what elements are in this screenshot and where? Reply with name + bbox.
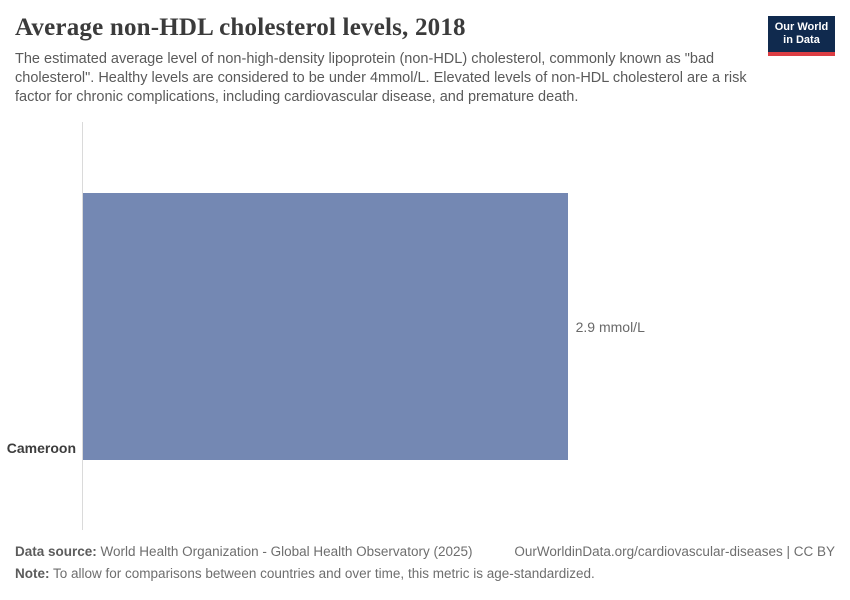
owid-logo-line1: Our World (774, 20, 829, 33)
footer-row-source: Data source: World Health Organization -… (15, 544, 835, 559)
chart-header: Average non-HDL cholesterol levels, 2018… (0, 0, 850, 107)
bar-chart: Cameroon 2.9 mmol/L (0, 122, 850, 530)
attribution-link[interactable]: OurWorldinData.org/cardiovascular-diseas… (514, 544, 835, 559)
chart-title: Average non-HDL cholesterol levels, 2018 (15, 14, 466, 41)
y-axis-line (82, 122, 83, 530)
entity-label-cameroon[interactable]: Cameroon (6, 440, 76, 456)
owid-logo[interactable]: Our World in Data (768, 16, 835, 56)
bar-cameroon[interactable] (83, 193, 568, 460)
note-label: Note: (15, 566, 50, 581)
note-text: To allow for comparisons between countri… (53, 566, 595, 581)
data-source-label: Data source: (15, 544, 97, 559)
chart-subtitle: The estimated average level of non-high-… (15, 51, 747, 105)
chart-footer: Data source: World Health Organization -… (15, 544, 835, 581)
bar-row: 2.9 mmol/L (83, 193, 835, 460)
header-text-block: Average non-HDL cholesterol levels, 2018… (15, 10, 750, 107)
value-label: 2.9 mmol/L (575, 318, 645, 335)
footer-note-line: Note: To allow for comparisons between c… (15, 566, 835, 581)
data-source-line: Data source: World Health Organization -… (15, 544, 472, 559)
owid-logo-line2: in Data (783, 34, 820, 46)
data-source-text: World Health Organization - Global Healt… (100, 544, 473, 559)
